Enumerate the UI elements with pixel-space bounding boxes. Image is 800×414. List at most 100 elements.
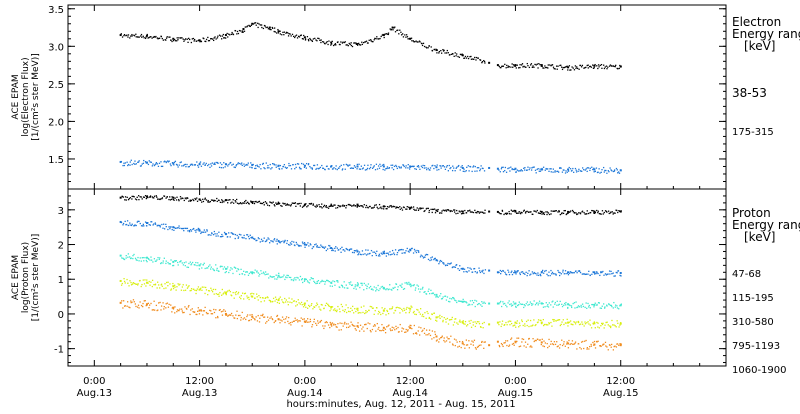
data-dot bbox=[472, 166, 474, 168]
data-dot bbox=[603, 171, 605, 173]
data-point bbox=[461, 300, 464, 303]
data-dot bbox=[554, 273, 556, 275]
data-dot bbox=[607, 170, 609, 172]
data-dot bbox=[382, 329, 385, 332]
y-tick-label: 1.5 bbox=[48, 155, 64, 166]
data-dot bbox=[245, 164, 247, 166]
data-dot bbox=[412, 312, 415, 314]
data-dot bbox=[340, 41, 342, 43]
data-dot bbox=[458, 269, 461, 271]
data-dot bbox=[187, 166, 189, 168]
data-dot bbox=[223, 37, 225, 39]
data-dot bbox=[185, 166, 187, 168]
data-dot bbox=[206, 312, 208, 315]
data-dot bbox=[190, 263, 193, 265]
data-dot bbox=[230, 33, 233, 36]
data-dot bbox=[531, 304, 533, 306]
data-dot bbox=[321, 246, 324, 249]
data-dot bbox=[500, 168, 503, 170]
data-dot bbox=[252, 23, 255, 25]
data-dot bbox=[365, 40, 368, 42]
data-dot bbox=[205, 199, 208, 201]
data-dot bbox=[539, 210, 542, 212]
data-dot bbox=[524, 325, 526, 327]
data-dot bbox=[153, 300, 155, 302]
data-dot bbox=[263, 204, 265, 206]
data-dot bbox=[411, 165, 414, 167]
data-dot bbox=[200, 165, 203, 167]
data-dot bbox=[407, 250, 409, 252]
data-dot bbox=[190, 199, 193, 202]
data-dot bbox=[525, 346, 527, 348]
data-dot bbox=[309, 39, 312, 41]
data-dot bbox=[352, 325, 355, 327]
data-dot bbox=[170, 164, 172, 167]
data-dot bbox=[438, 168, 440, 171]
data-point bbox=[540, 210, 543, 213]
data-dot bbox=[216, 233, 218, 235]
data-dot bbox=[192, 37, 195, 40]
data-dot bbox=[470, 211, 472, 213]
data-dot bbox=[202, 231, 204, 233]
data-dot bbox=[534, 324, 536, 327]
data-dot bbox=[249, 25, 251, 28]
data-dot bbox=[295, 305, 297, 307]
data-dot bbox=[311, 247, 313, 250]
data-dot bbox=[581, 303, 584, 305]
data-dot bbox=[442, 320, 444, 323]
data-dot bbox=[337, 41, 339, 43]
data-dot bbox=[460, 268, 462, 270]
data-dot bbox=[525, 303, 527, 305]
data-dot bbox=[596, 304, 598, 306]
data-dot bbox=[192, 198, 194, 201]
data-dot bbox=[229, 162, 231, 164]
data-dot bbox=[563, 209, 565, 212]
data-dot bbox=[341, 305, 344, 308]
data-dot bbox=[183, 311, 185, 314]
data-dot bbox=[355, 43, 358, 45]
data-dot bbox=[593, 306, 595, 308]
data-dot bbox=[419, 291, 421, 293]
data-dot bbox=[410, 324, 412, 327]
data-dot bbox=[195, 292, 197, 295]
data-dot bbox=[174, 286, 176, 288]
data-dot bbox=[213, 200, 215, 202]
data-dot bbox=[375, 287, 377, 289]
data-dot bbox=[386, 205, 389, 208]
data-dot bbox=[536, 302, 538, 304]
data-dot bbox=[273, 239, 275, 241]
data-dot bbox=[227, 290, 229, 292]
data-dot bbox=[232, 33, 235, 36]
data-dot bbox=[612, 170, 614, 173]
data-dot bbox=[550, 65, 552, 67]
data-dot bbox=[480, 304, 482, 306]
data-point bbox=[224, 267, 227, 270]
data-dot bbox=[606, 68, 608, 70]
data-dot bbox=[388, 167, 391, 169]
data-dot bbox=[611, 170, 613, 172]
data-dot bbox=[324, 325, 326, 327]
data-dot bbox=[537, 338, 539, 340]
data-dot bbox=[334, 247, 336, 250]
data-dot bbox=[142, 196, 145, 198]
data-dot bbox=[125, 199, 127, 201]
data-dot bbox=[321, 203, 323, 205]
data-dot bbox=[547, 274, 549, 277]
data-dot bbox=[521, 303, 524, 305]
data-dot bbox=[156, 37, 158, 39]
data-dot bbox=[369, 205, 371, 208]
data-dot bbox=[129, 222, 131, 224]
data-dot bbox=[512, 168, 515, 171]
data-dot bbox=[333, 280, 336, 283]
data-dot bbox=[569, 168, 572, 170]
data-dot bbox=[297, 203, 299, 205]
data-dot bbox=[324, 304, 327, 307]
data-dot bbox=[538, 339, 540, 341]
data-dot bbox=[189, 199, 191, 201]
data-dot bbox=[498, 271, 500, 274]
data-dot bbox=[458, 345, 461, 347]
data-dot bbox=[126, 278, 128, 281]
data-dot bbox=[195, 261, 197, 264]
data-dot bbox=[557, 170, 559, 172]
data-dot bbox=[187, 197, 189, 199]
